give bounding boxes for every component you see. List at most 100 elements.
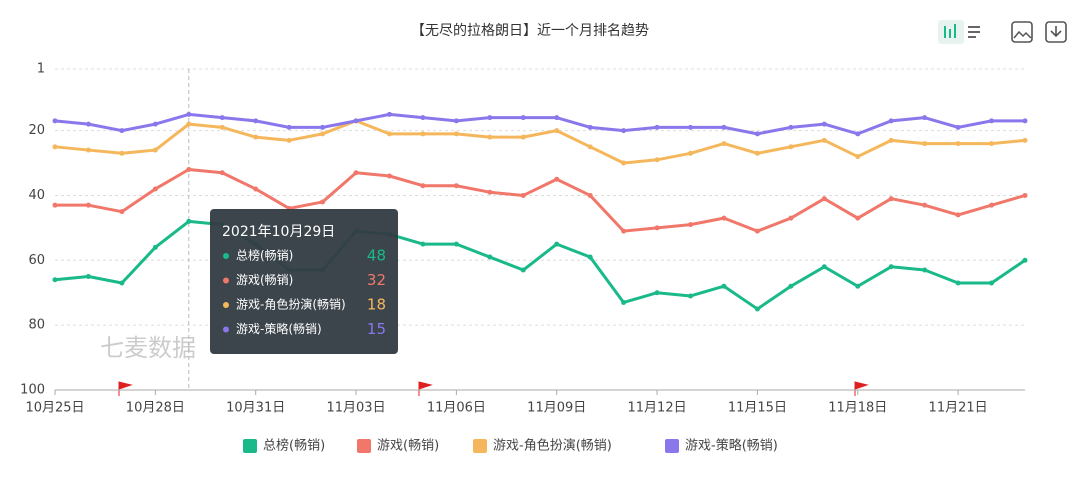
data-point	[788, 215, 794, 221]
data-point	[721, 215, 727, 221]
data-point	[754, 131, 760, 137]
data-point	[186, 121, 192, 127]
data-point	[253, 186, 259, 192]
y-tick-label: 20	[28, 123, 45, 138]
data-point	[554, 128, 560, 134]
data-point	[320, 199, 326, 205]
series-line	[54, 219, 1026, 311]
data-point	[152, 186, 158, 192]
data-point	[922, 202, 928, 208]
x-tick-label: 10月25日	[25, 401, 84, 416]
x-tick-label: 11月12日	[628, 401, 687, 416]
legend-label: 游戏(畅销)	[377, 439, 439, 454]
data-point	[621, 128, 627, 134]
data-point	[286, 124, 292, 130]
data-point	[654, 225, 660, 231]
data-point	[654, 290, 660, 296]
data-point	[253, 118, 259, 124]
data-point	[520, 134, 526, 140]
tooltip-title: 2021年10月29日	[222, 224, 335, 240]
data-point	[386, 173, 392, 179]
data-point	[186, 167, 192, 173]
data-point	[688, 150, 694, 156]
data-point	[621, 228, 627, 234]
data-point	[989, 118, 995, 124]
x-tick-label: 10月28日	[126, 401, 185, 416]
data-point	[788, 144, 794, 150]
data-point	[119, 209, 125, 215]
data-point	[85, 147, 91, 153]
tooltip-dot	[223, 326, 229, 333]
list-icon[interactable]	[968, 26, 980, 38]
tooltip-dot	[223, 277, 229, 284]
image-button[interactable]	[1011, 21, 1033, 43]
data-point	[52, 277, 58, 283]
data-point	[821, 264, 827, 270]
series-line	[55, 168, 1026, 233]
data-point	[888, 118, 894, 124]
toolbar[interactable]	[938, 20, 1067, 44]
data-point	[855, 131, 861, 137]
data-point	[186, 218, 192, 224]
data-point	[587, 254, 593, 260]
data-point	[253, 134, 259, 140]
data-point	[888, 196, 894, 202]
tooltip-value: 15	[367, 320, 386, 338]
data-point	[420, 241, 426, 247]
data-point	[989, 202, 995, 208]
data-point	[320, 131, 326, 137]
data-point	[654, 124, 660, 130]
data-point	[453, 131, 459, 137]
y-tick-label: 100	[20, 383, 45, 398]
y-tick-label: 60	[28, 253, 45, 268]
tooltip-value: 32	[367, 271, 386, 289]
data-point	[922, 141, 928, 147]
data-point	[922, 115, 928, 121]
data-point	[286, 137, 292, 143]
chart-title: 【无尽的拉格朗日】近一个月排名趋势	[411, 23, 649, 39]
data-point	[587, 144, 593, 150]
data-point	[955, 141, 961, 147]
x-tick-label: 11月06日	[427, 401, 486, 416]
data-point	[420, 115, 426, 121]
flag	[418, 381, 433, 396]
data-point	[1022, 118, 1028, 124]
data-point	[688, 124, 694, 130]
data-point	[453, 241, 459, 247]
data-point	[754, 306, 760, 312]
data-point	[621, 299, 627, 305]
x-tick-label: 11月21日	[929, 401, 988, 416]
watermark: 七麦数据	[100, 334, 196, 362]
legend-swatch	[243, 439, 257, 453]
legend-swatch	[665, 439, 679, 453]
tooltip-label: 总榜(畅销)	[236, 248, 293, 263]
data-point	[353, 170, 359, 176]
x-tick-label: 11月03日	[326, 401, 385, 416]
data-point	[554, 176, 560, 182]
data-point	[721, 124, 727, 130]
data-point	[1022, 192, 1028, 198]
data-point	[52, 118, 58, 124]
data-point	[587, 192, 593, 198]
x-tick-label: 11月09日	[527, 401, 586, 416]
download-button[interactable]	[1045, 21, 1067, 43]
data-point	[554, 115, 560, 121]
legend-swatch	[473, 439, 487, 453]
data-point	[788, 124, 794, 130]
flag	[854, 381, 869, 396]
data-point	[219, 124, 225, 130]
y-tick-label: 1	[37, 62, 45, 77]
tooltip-label: 游戏-角色扮演(畅销)	[236, 297, 346, 312]
data-point	[219, 170, 225, 176]
data-point	[821, 137, 827, 143]
data-point	[955, 280, 961, 286]
data-point	[754, 150, 760, 156]
data-point	[587, 124, 593, 130]
legend-label: 总榜(畅销)	[263, 438, 325, 454]
data-point	[688, 222, 694, 228]
data-point	[453, 183, 459, 189]
data-point	[821, 196, 827, 202]
data-point	[989, 280, 995, 286]
